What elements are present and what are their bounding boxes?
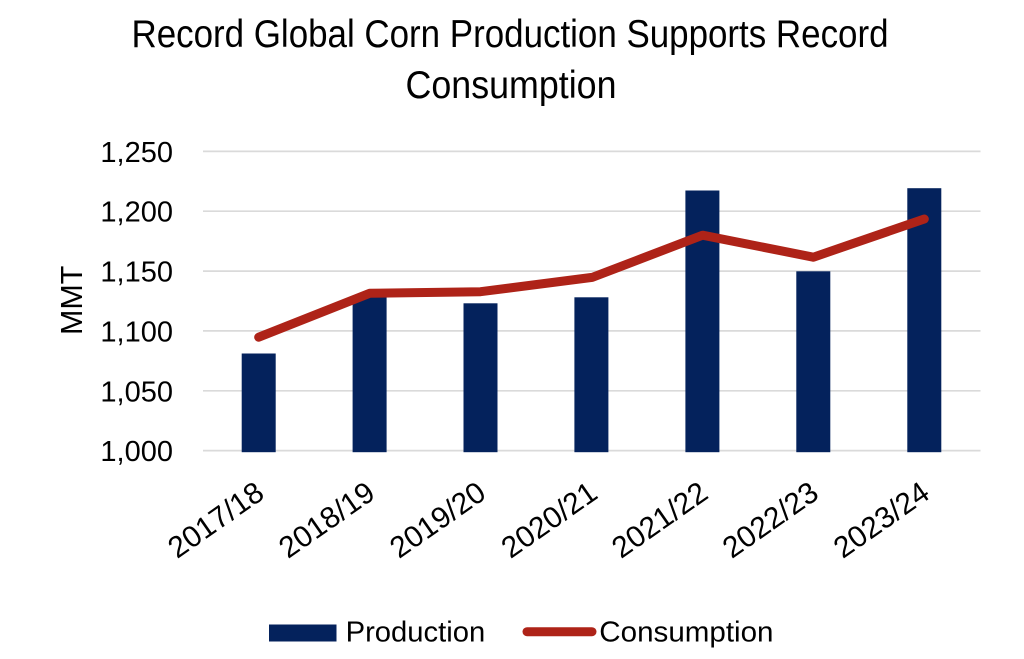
svg-text:MMT: MMT: [55, 266, 89, 335]
svg-text:Record Global Corn Production: Record Global Corn Production Supports R…: [132, 13, 889, 56]
svg-text:Production: Production: [346, 617, 486, 649]
svg-text:1,100: 1,100: [100, 316, 173, 348]
svg-text:Consumption: Consumption: [599, 617, 773, 649]
svg-text:1,000: 1,000: [100, 436, 173, 468]
svg-text:Consumption: Consumption: [406, 64, 617, 107]
svg-text:1,050: 1,050: [100, 376, 173, 408]
svg-text:1,250: 1,250: [100, 137, 173, 169]
svg-text:1,200: 1,200: [100, 197, 173, 229]
svg-text:1,150: 1,150: [100, 257, 173, 289]
